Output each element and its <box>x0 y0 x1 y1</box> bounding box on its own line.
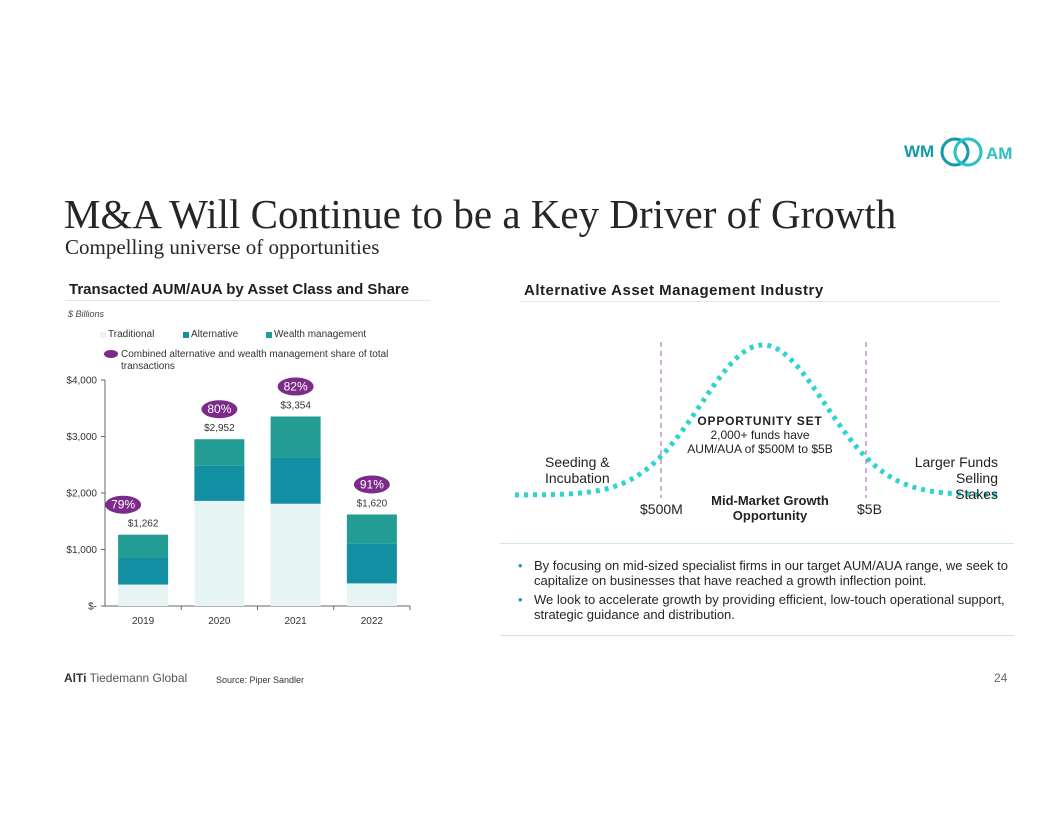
x-tick-label: 2020 <box>208 616 231 627</box>
page-subtitle: Compelling universe of opportunities <box>65 235 380 259</box>
opportunity-line-1: 2,000+ funds have <box>710 428 810 442</box>
bar-traditional-2019 <box>118 584 169 606</box>
logo-am-text: AM <box>986 144 1013 163</box>
bar-wealth-management-2019 <box>118 534 169 558</box>
right-divider <box>520 301 1000 302</box>
logo-wm-text: WM <box>904 142 935 161</box>
total-label-2019: $1,262 <box>128 519 159 530</box>
legend-swatch-share <box>104 350 118 358</box>
share-bubble-2022 <box>353 475 390 494</box>
legend-traditional: Traditional <box>100 329 154 340</box>
y-tick-label: $3,000 <box>66 432 97 443</box>
bell-curve-diagram <box>515 342 999 498</box>
legend-swatch-traditional <box>100 331 106 338</box>
units-label: $ Billions <box>68 309 105 319</box>
bullet-item: • By focusing on mid-sized specialist fir… <box>516 558 1008 588</box>
bullets-top-rule <box>500 543 1014 544</box>
bullet-text: We look to accelerate growth by providin… <box>534 592 1005 622</box>
bar-wealth-management-2022 <box>346 514 397 544</box>
share-label-2020: 80% <box>207 402 231 416</box>
seeding-text: Seeding & Incubation <box>545 454 610 486</box>
total-label-2020: $2,952 <box>204 423 235 434</box>
bar-alternative-2019 <box>118 557 169 585</box>
opportunity-set-box: OPPORTUNITY SET 2,000+ funds have AUM/AU… <box>680 414 840 456</box>
y-tick-label: $4,000 <box>66 376 97 387</box>
total-label-2021: $3,354 <box>280 400 311 411</box>
bar-traditional-2021 <box>270 503 321 606</box>
bullets-bottom-rule <box>500 635 1014 636</box>
legend-label-traditional: Traditional <box>108 329 155 340</box>
footer-brand: AlTi Tiedemann Global <box>64 671 187 685</box>
linked-rings-icon <box>940 137 983 167</box>
bar-alternative-2021 <box>270 457 321 504</box>
bullet-list: • By focusing on mid-sized specialist fir… <box>516 558 1008 626</box>
larger-funds-label: Larger Funds Selling Stakes <box>910 454 998 502</box>
legend-alternative: Alternative <box>183 329 238 340</box>
lower-bound-label: $500M <box>640 501 683 517</box>
wm-am-logo: WM AM <box>900 132 1024 172</box>
opportunity-line-2: AUM/AUA of $500M to $5B <box>687 442 833 456</box>
bar-traditional-2022 <box>346 583 397 606</box>
legend-share: Combined alternative and wealth manageme… <box>104 349 394 373</box>
share-label-2022: 91% <box>360 477 384 491</box>
y-tick-label: $2,000 <box>66 489 97 500</box>
bar-traditional-2020 <box>194 500 245 606</box>
share-label-2019: 79% <box>111 498 135 512</box>
page-title: M&A Will Continue to be a Key Driver of … <box>64 191 897 237</box>
larger-funds-text: Larger Funds Selling Stakes <box>914 454 998 502</box>
chart-title: Transacted AUM/AUA by Asset Class and Sh… <box>69 281 410 298</box>
legend-wealth: Wealth management <box>266 329 366 340</box>
brand-bold: AlTi <box>64 671 87 685</box>
legend-label-wealth: Wealth management <box>274 329 367 340</box>
bar-wealth-management-2021 <box>270 416 321 458</box>
x-tick-label: 2022 <box>361 616 384 627</box>
share-label-2021: 82% <box>284 379 308 393</box>
source-note: Source: Piper Sandler <box>216 675 305 685</box>
legend-swatch-alternative <box>183 331 189 338</box>
left-divider <box>65 300 430 301</box>
mid-market-label: Mid-Market Growth Opportunity <box>711 493 829 523</box>
share-bubble-2021 <box>277 377 314 396</box>
bar-alternative-2020 <box>194 465 245 501</box>
seeding-label: Seeding & Incubation <box>545 454 615 486</box>
bullet-item: • We look to accelerate growth by providi… <box>516 592 1008 622</box>
y-tick-label: $1,000 <box>66 545 97 556</box>
bar-alternative-2022 <box>346 543 397 584</box>
legend-label-alternative: Alternative <box>191 329 239 340</box>
total-label-2022: $1,620 <box>357 498 388 509</box>
bullet-dot-icon: • <box>518 558 523 573</box>
stacked-bar-chart: $- $1,000 $2,000 $3,000 $4,000 2019 2020 2021 20… <box>66 376 411 627</box>
bullet-dot-icon: • <box>518 592 523 607</box>
bar-wealth-management-2020 <box>194 439 245 466</box>
upper-bound-label: $5B <box>857 501 882 517</box>
x-tick-label: 2021 <box>285 616 308 627</box>
x-tick-label: 2019 <box>132 616 155 627</box>
bullet-text: By focusing on mid-sized specialist firm… <box>534 558 1008 588</box>
legend-label-share: Combined alternative and wealth manageme… <box>121 349 389 372</box>
industry-title: Alternative Asset Management Industry <box>524 282 824 299</box>
share-bubble-2019 <box>105 495 142 514</box>
page-number: 24 <box>994 671 1008 685</box>
legend-swatch-wealth <box>266 331 272 338</box>
share-bubble-2020 <box>201 400 238 419</box>
y-tick-label: $- <box>88 602 97 613</box>
brand-rest: Tiedemann Global <box>89 671 188 685</box>
opportunity-heading: OPPORTUNITY SET <box>697 414 823 428</box>
